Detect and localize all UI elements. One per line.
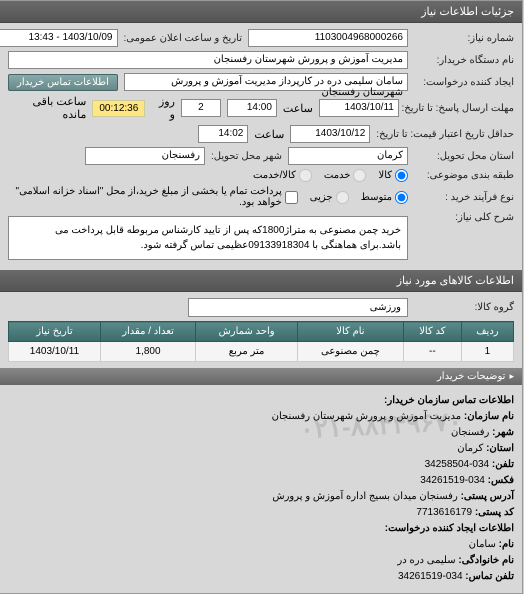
buyer-device-label: نام دستگاه خریدار: (415, 55, 515, 66)
family-line: نام خانوادگی: سلیمی دره در (9, 553, 515, 569)
category-opt-khedmat[interactable]: خدمت (325, 169, 368, 182)
remaining-field: 00:12:36 (93, 100, 146, 117)
cell-unit: متر مربع (197, 342, 299, 362)
process-opt-minor[interactable]: جزیی (311, 191, 350, 204)
announce-label: تاریخ و ساعت اعلان عمومی: (125, 33, 244, 44)
col-date: تاریخ نیاز (10, 322, 102, 342)
city-field: رفسنجان (86, 147, 206, 165)
province-line: استان: کرمان (9, 441, 515, 457)
buyer-notes-title: توضیحات خریدار (438, 371, 507, 382)
postal-addr-line: آدرس پستی: رفسنجان میدان بسیج اداره آموز… (9, 489, 515, 505)
radio-khedmat[interactable] (354, 169, 367, 182)
process-note: پرداخت تمام یا بخشی از مبلغ خرید،از محل … (9, 186, 299, 208)
desc-label: شرح کلی نیاز: (415, 212, 515, 223)
cell-name: چمن مصنوعی (298, 342, 404, 362)
col-idx: ردیف (462, 322, 514, 342)
radio-kala[interactable] (396, 169, 409, 182)
goods-thead: ردیف کد کالا نام کالا واحد شمارش تعداد /… (10, 322, 515, 342)
req-number-field: 1103004968000266 (249, 29, 409, 47)
desc-box: خرید چمن مصنوعی به متراژ1800که پس از تای… (9, 216, 409, 260)
validity-time-field: 14:02 (199, 125, 249, 143)
radio-both[interactable] (300, 169, 313, 182)
col-qty: تعداد / مقدار (101, 322, 196, 342)
col-unit: واحد شمارش (197, 322, 299, 342)
row-buyer-device: نام دستگاه خریدار: مدیریت آموزش و پرورش … (9, 51, 515, 69)
req-number-label: شماره نیاز: (415, 33, 515, 44)
row-group: گروه کالا: ورزشی (9, 298, 515, 317)
deadline-date-field: 1403/10/11 (320, 99, 400, 117)
announce-field: 1403/10/09 - 13:43 (0, 29, 119, 47)
category-opt-both[interactable]: کالا/خدمت (254, 169, 313, 182)
form-area: شماره نیاز: 1103004968000266 تاریخ و ساع… (1, 23, 523, 270)
row-location: استان محل تحویل: کرمان شهر محل تحویل: رف… (9, 147, 515, 165)
row-creator: ایجاد کننده درخواست: سامان سلیمی دره در … (9, 73, 515, 91)
row-deadline: مهلت ارسال پاسخ: تا تاریخ: 1403/10/11 سا… (9, 95, 515, 121)
name-line: نام: سامان (9, 537, 515, 553)
creator-label: ایجاد کننده درخواست: (415, 77, 515, 88)
time-label-2: ساعت (255, 128, 285, 141)
province-field: کرمان (289, 147, 409, 165)
radio-minor[interactable] (337, 191, 350, 204)
city-line: شهر: رفسنجان (9, 425, 515, 441)
row-process: نوع فرآیند خرید : متوسط جزیی پرداخت تمام… (9, 186, 515, 208)
day-word: روز و (152, 95, 176, 121)
cell-idx: 1 (462, 342, 514, 362)
time-label-1: ساعت (284, 102, 314, 115)
buyer-notes-header[interactable]: توضیحات خریدار (1, 368, 523, 385)
fax-line: فکس: 034-34261519 (9, 473, 515, 489)
checkbox-treasury[interactable] (286, 191, 299, 204)
row-req-number: شماره نیاز: 1103004968000266 تاریخ و ساع… (9, 29, 515, 47)
chevron-icon (510, 371, 515, 382)
contact-buyer-button[interactable]: اطلاعات تماس خریدار (9, 74, 119, 91)
process-radio-group: متوسط جزیی پرداخت تمام یا بخشی از مبلغ خ… (9, 186, 409, 208)
category-opt-kala[interactable]: کالا (379, 169, 409, 182)
org-name-line: نام سازمان: مدیریت آموزش و پرورش شهرستان… (9, 409, 515, 425)
contact-section: ۰۲۱-۸۸۳۴۹۶۷۰ اطلاعات تماس سازمان خریدار:… (1, 385, 523, 593)
tel-line: تلفن تماس: 034-34261519 (9, 569, 515, 585)
goods-header-title: اطلاعات کالاهای مورد نیاز (398, 275, 515, 287)
group-label: گروه کالا: (415, 302, 515, 313)
city-label: شهر محل تحویل: (212, 151, 283, 162)
row-category: طبقه بندی موضوعی: کالا خدمت کالا/خدمت (9, 169, 515, 182)
process-label: نوع فرآیند خرید : (415, 192, 515, 203)
category-label: طبقه بندی موضوعی: (415, 170, 515, 181)
cell-code: -- (404, 342, 462, 362)
panel-header: جزئیات اطلاعات نیاز (1, 1, 523, 23)
postal-code-line: کد پستی: 7713616179 (9, 505, 515, 521)
goods-header: اطلاعات کالاهای مورد نیاز (1, 270, 523, 292)
row-validity: حداقل تاریخ اعتبار قیمت: تا تاریخ: 1403/… (9, 125, 515, 143)
process-opt-medium[interactable]: متوسط (362, 191, 409, 204)
main-panel: جزئیات اطلاعات نیاز شماره نیاز: 11030049… (0, 0, 524, 594)
goods-area: گروه کالا: ورزشی ردیف کد کالا نام کالا و… (1, 292, 523, 368)
category-radio-group: کالا خدمت کالا/خدمت (254, 169, 409, 182)
contact-header: اطلاعات تماس سازمان خریدار: (9, 393, 515, 409)
deadline-label: مهلت ارسال پاسخ: تا تاریخ: (406, 103, 515, 114)
province-label: استان محل تحویل: (415, 151, 515, 162)
col-code: کد کالا (404, 322, 462, 342)
validity-date-field: 1403/10/12 (291, 125, 371, 143)
validity-label: حداقل تاریخ اعتبار قیمت: تا تاریخ: (377, 129, 515, 140)
radio-medium[interactable] (396, 191, 409, 204)
remaining-label: ساعت باقی مانده (9, 95, 87, 121)
group-field: ورزشی (189, 298, 409, 317)
creator-field: سامان سلیمی دره در کارپرداز مدیریت آموزش… (125, 73, 409, 91)
table-row: 1 -- چمن مصنوعی متر مربع 1,800 1403/10/1… (10, 342, 515, 362)
buyer-device-field: مدیریت آموزش و پرورش شهرستان رفسنجان (9, 51, 409, 69)
cell-date: 1403/10/11 (10, 342, 102, 362)
days-field: 2 (182, 99, 222, 117)
row-desc: شرح کلی نیاز: خرید چمن مصنوعی به متراژ18… (9, 212, 515, 260)
deadline-time-field: 14:00 (228, 99, 278, 117)
req-creator-header: اطلاعات ایجاد کننده درخواست: (9, 521, 515, 537)
cell-qty: 1,800 (101, 342, 196, 362)
phone-line: تلفن: 034-34258504 (9, 457, 515, 473)
col-name: نام کالا (298, 322, 404, 342)
panel-title: جزئیات اطلاعات نیاز (422, 6, 515, 18)
goods-table: ردیف کد کالا نام کالا واحد شمارش تعداد /… (9, 321, 515, 362)
